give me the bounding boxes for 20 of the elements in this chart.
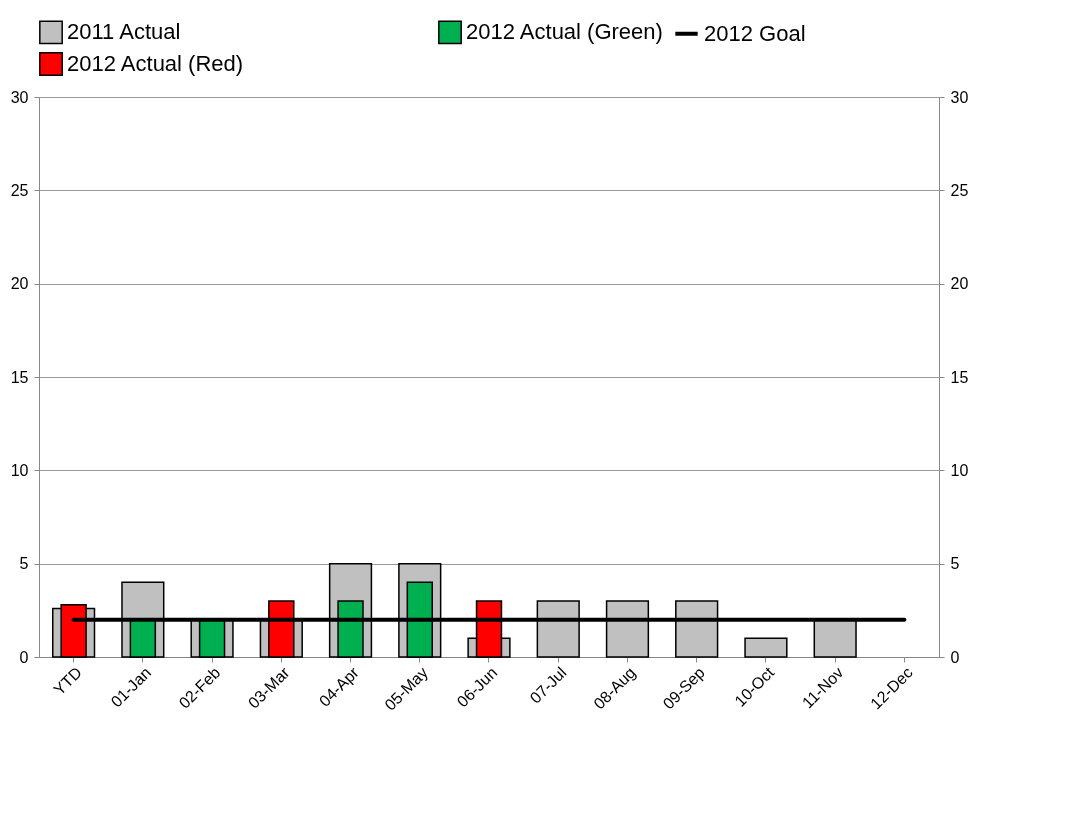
- y-tick-label: 30: [10, 88, 29, 106]
- y2-tick-label: 30: [950, 88, 969, 106]
- legend-label: 2012 Goal: [704, 20, 806, 46]
- y-tick-label: 20: [10, 275, 29, 293]
- y-tick-label: 10: [10, 461, 29, 479]
- y-tick-label: 15: [10, 368, 29, 386]
- legend-label: 2011 Actual: [67, 19, 181, 45]
- y2-tick-label: 15: [950, 368, 969, 386]
- legend-label: 2012 Actual (Green): [466, 19, 663, 45]
- y-tick-label: 5: [19, 555, 29, 573]
- y-tick-label: 25: [10, 181, 29, 199]
- y2-tick-label: 10: [950, 461, 969, 479]
- x-tick-label: YTD: [50, 663, 85, 699]
- y2-tick-label: 5: [950, 555, 960, 573]
- y2-tick-label: 25: [950, 181, 969, 199]
- legend-label: 2012 Actual (Red): [67, 51, 244, 76]
- bar: [744, 637, 788, 658]
- y2-tick-label: 20: [950, 275, 969, 293]
- y2-tick-label: 0: [950, 648, 960, 666]
- y-tick-label: 0: [19, 648, 29, 666]
